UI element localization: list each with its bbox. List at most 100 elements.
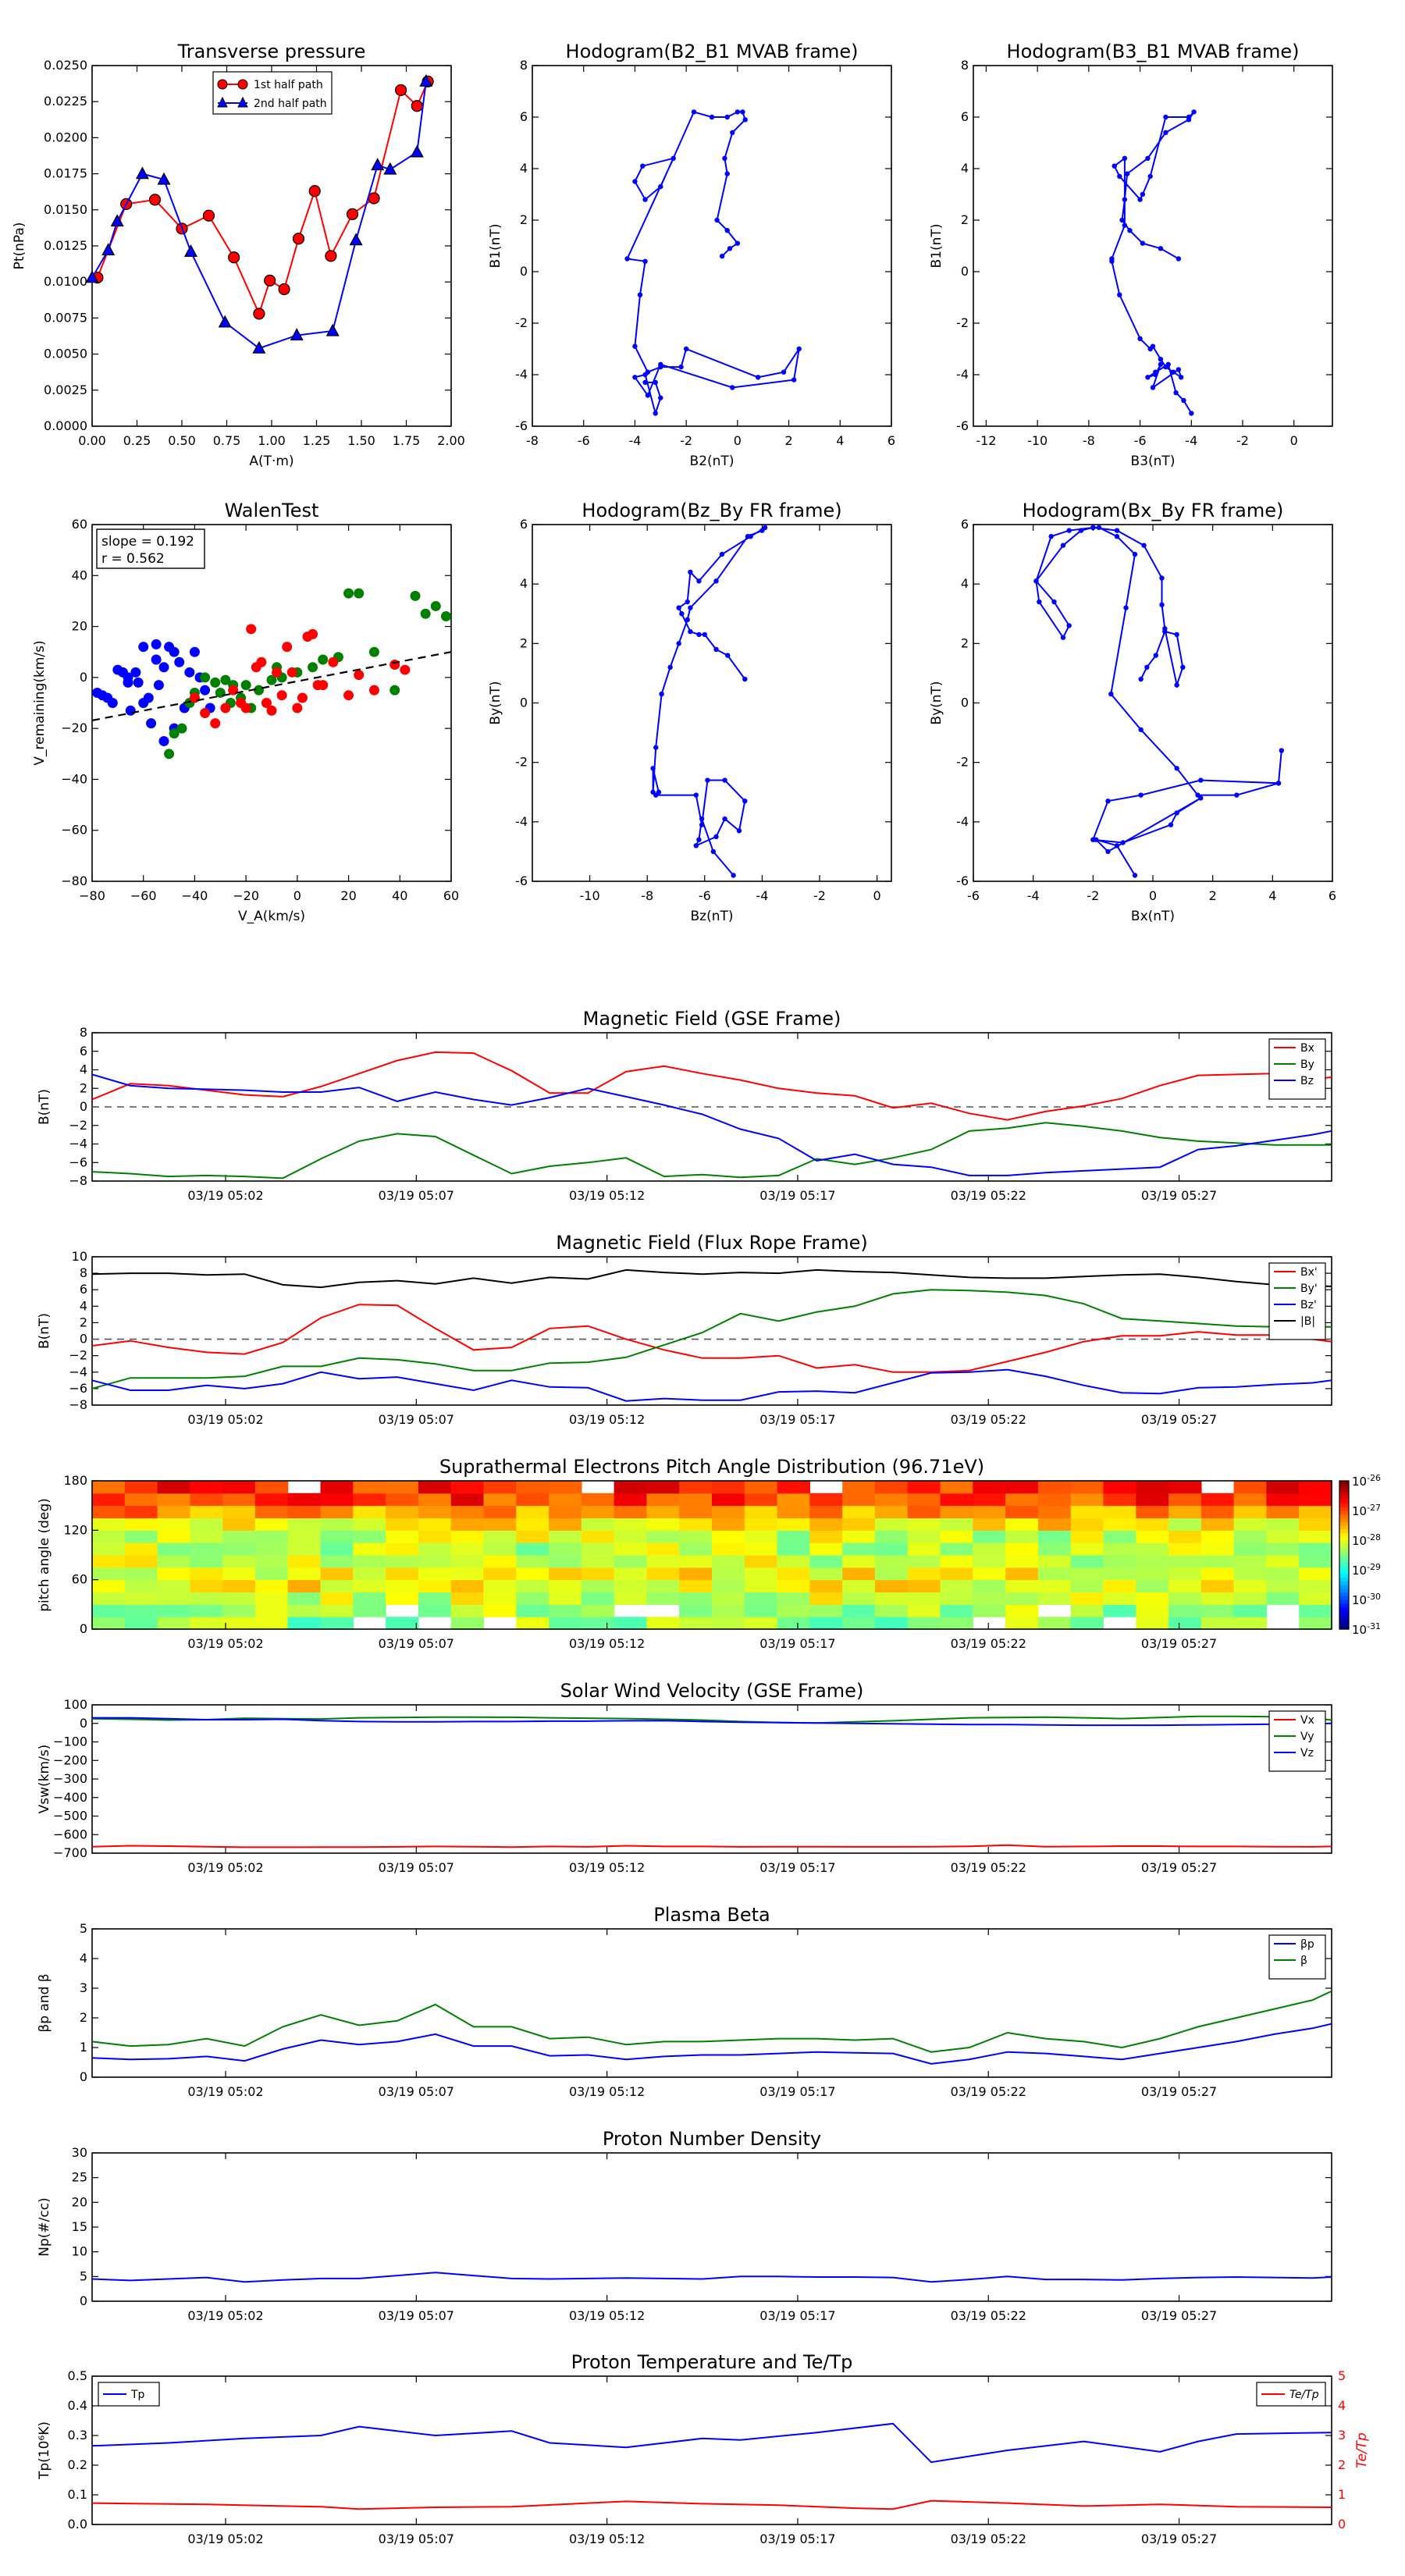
- y-tick-label: -2: [515, 315, 528, 330]
- heatmap-cell: [1070, 1530, 1104, 1543]
- heatmap-cell: [222, 1579, 256, 1593]
- heatmap-cell: [418, 1505, 452, 1519]
- colorbar-segment: [1339, 1514, 1349, 1519]
- hodogram-point: [713, 834, 719, 840]
- legend-label: 2nd half path: [254, 98, 327, 110]
- hodogram-path: [626, 111, 800, 416]
- colorbar-segment: [1339, 1540, 1349, 1545]
- x-tick-label: 03/19 05:27: [1141, 1860, 1217, 1875]
- colorbar-segment: [1339, 1525, 1349, 1530]
- heatmap-cell: [1200, 1555, 1235, 1568]
- heatmap-cell: [1103, 1493, 1136, 1507]
- hodogram-point: [1127, 228, 1133, 233]
- hodogram-point: [658, 183, 663, 190]
- heatmap-cell: [353, 1592, 386, 1605]
- legend-label: Vz: [1300, 1747, 1314, 1759]
- series-line-Vy: [92, 1715, 1332, 1724]
- heatmap-cell: [418, 1579, 452, 1593]
- heatmap-cell: [92, 1542, 126, 1556]
- heatmap-cell: [1136, 1505, 1169, 1519]
- series-line-B: [92, 1268, 1332, 1289]
- hodogram-point: [722, 777, 727, 783]
- data-point: [157, 172, 171, 185]
- y-tick-label: 0: [80, 2293, 87, 2308]
- heatmap-cell: [614, 1617, 647, 1630]
- hodogram-point: [1198, 795, 1204, 801]
- hodogram-point: [719, 551, 725, 557]
- heatmap-cell: [646, 1542, 680, 1556]
- heatmap-cell: [92, 1579, 126, 1593]
- scatter-point-red: [297, 692, 308, 703]
- heatmap-cell: [222, 1493, 256, 1507]
- heatmap-cell: [450, 1481, 485, 1494]
- hodogram-point: [1060, 635, 1066, 640]
- data-point: [349, 233, 363, 246]
- chart-h4-hodogram: -6 -4 -2 0 2 4 6 -6 -4 -2 0 2 4 6 Hodogram(Bx_By FR fr…: [929, 500, 1336, 924]
- y-tick-label: 6: [961, 109, 969, 124]
- y-tick-label: 0: [80, 1099, 87, 1114]
- data-point: [148, 194, 162, 206]
- chart-title: Magnetic Field (GSE Frame): [583, 1008, 841, 1030]
- scatter-point-blue: [133, 677, 144, 688]
- colorbar-base: 10: [1352, 1534, 1367, 1548]
- heatmap-cell: [1103, 1530, 1136, 1543]
- scatter-point-blue: [158, 662, 169, 673]
- hodogram-point: [1162, 626, 1168, 632]
- heatmap-cell: [549, 1592, 582, 1605]
- x-tick-label: 03/19 05:02: [187, 1636, 263, 1651]
- heatmap-cell: [450, 1530, 485, 1543]
- heatmap-cell: [386, 1555, 419, 1568]
- y-tick-label: 30: [72, 2145, 87, 2160]
- y-tick-label: 0.0100: [44, 274, 87, 289]
- scatter-point-red: [240, 703, 251, 713]
- heatmap-cell: [744, 1592, 778, 1605]
- y-tick-label: -4: [956, 367, 969, 382]
- colorbar-segment: [1339, 1596, 1349, 1600]
- hodogram-point: [1163, 114, 1168, 120]
- x-tick-label: 03/19 05:12: [569, 1636, 645, 1651]
- series-line-Bx: [92, 1304, 1332, 1373]
- x-tick-label: 0.00: [78, 433, 106, 448]
- heatmap-cell: [1037, 1579, 1072, 1593]
- scatter-point-green: [308, 662, 318, 673]
- heatmap-cell: [516, 1517, 550, 1531]
- hodogram-point: [759, 528, 765, 533]
- heatmap-cell: [222, 1592, 256, 1605]
- hodogram-point: [693, 843, 699, 849]
- x-tick-label: 03/19 05:07: [379, 2084, 454, 2099]
- heatmap-cell: [157, 1592, 190, 1605]
- heatmap-cell: [157, 1579, 190, 1593]
- hodogram-point: [781, 369, 787, 375]
- legend-label: Bz': [1300, 1299, 1317, 1311]
- heatmap-cell: [777, 1481, 810, 1494]
- heatmap-cell: [1299, 1592, 1332, 1605]
- x-tick-label: 03/19 05:02: [187, 1412, 263, 1427]
- y-tick-label: 8: [80, 1265, 87, 1280]
- heatmap-cell: [874, 1604, 909, 1617]
- hodogram-point: [713, 646, 719, 653]
- hodogram-point: [1090, 525, 1096, 531]
- x-tick-label: -6: [578, 433, 590, 448]
- hodogram-point: [653, 411, 658, 416]
- hodogram-point: [1198, 777, 1204, 783]
- heatmap-cell: [386, 1579, 419, 1593]
- heatmap-cell: [254, 1542, 289, 1556]
- chart-walen-test: −80 −60 −40 −20 0 20 40 60 −80 −60 −40 −20 0 20 40 60 Wa…: [32, 500, 459, 924]
- heatmap-cell: [418, 1592, 452, 1605]
- chart-mag-gse: 03/19 05:02 03/19 05:07 03/19 05:12 03/19 0…: [37, 1008, 1332, 1203]
- heatmap-cell: [1266, 1542, 1300, 1556]
- heatmap-cell: [549, 1530, 582, 1543]
- y-tick-label: 2: [961, 212, 969, 227]
- colorbar-segment: [1339, 1496, 1349, 1500]
- heatmap-cell: [92, 1530, 126, 1543]
- colorbar-segment: [1339, 1581, 1349, 1585]
- heatmap-cell: [1136, 1481, 1169, 1494]
- heatmap-cell: [874, 1592, 909, 1605]
- data-point: [308, 185, 321, 197]
- x-tick-label: -10: [1027, 433, 1048, 448]
- heatmap-cell: [1103, 1579, 1136, 1593]
- hodogram-point: [1140, 191, 1146, 197]
- heatmap-cell: [907, 1592, 941, 1605]
- data-point: [394, 84, 407, 97]
- x-tick-label: 03/19 05:22: [951, 1636, 1026, 1651]
